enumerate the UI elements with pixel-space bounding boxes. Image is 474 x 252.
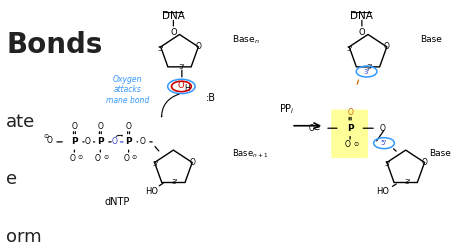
- Text: O: O: [98, 122, 103, 131]
- Text: O: O: [384, 42, 390, 51]
- Text: e: e: [6, 171, 17, 188]
- Text: 3': 3': [367, 64, 373, 70]
- Text: :B: :B: [206, 93, 216, 103]
- Text: O: O: [84, 137, 91, 146]
- Text: O: O: [421, 158, 428, 167]
- Text: ⊙: ⊙: [103, 155, 109, 160]
- Text: orm: orm: [6, 228, 42, 246]
- Text: O: O: [177, 81, 184, 90]
- Text: H: H: [184, 84, 190, 93]
- Text: O=: O=: [308, 124, 320, 133]
- Text: 3': 3': [172, 179, 178, 185]
- Text: 3': 3': [364, 69, 370, 75]
- Text: ⊙: ⊙: [44, 134, 49, 139]
- Text: O: O: [126, 122, 132, 131]
- Text: 5': 5': [381, 140, 387, 146]
- Text: O: O: [123, 153, 129, 163]
- Text: O: O: [72, 122, 77, 131]
- Text: O: O: [345, 140, 351, 149]
- Text: dNTP: dNTP: [104, 197, 129, 207]
- FancyArrowPatch shape: [161, 94, 179, 117]
- Text: DNA: DNA: [162, 11, 185, 21]
- Text: P: P: [71, 137, 78, 146]
- Text: PP$_i$: PP$_i$: [279, 103, 294, 116]
- Text: ate: ate: [6, 113, 36, 131]
- Text: O: O: [111, 137, 118, 146]
- Text: 3': 3': [404, 179, 411, 185]
- Text: O: O: [47, 136, 53, 145]
- Text: O: O: [140, 137, 146, 146]
- Text: DNA: DNA: [350, 11, 374, 21]
- Text: 5': 5': [152, 161, 159, 167]
- Text: O: O: [69, 153, 75, 163]
- Text: O: O: [358, 28, 365, 37]
- Text: P: P: [97, 137, 104, 146]
- Text: P: P: [347, 124, 354, 133]
- Text: O: O: [189, 158, 195, 167]
- Text: O: O: [379, 124, 385, 133]
- Text: O: O: [195, 42, 201, 51]
- Text: O: O: [95, 153, 101, 163]
- Text: Bonds: Bonds: [6, 31, 102, 59]
- FancyArrowPatch shape: [116, 135, 122, 136]
- Text: 5': 5': [346, 46, 352, 52]
- Text: HO: HO: [376, 187, 390, 196]
- Text: O: O: [170, 28, 177, 37]
- Text: ⊙: ⊙: [132, 155, 137, 160]
- Text: Base$_{n+1}$: Base$_{n+1}$: [232, 147, 269, 160]
- Text: 5': 5': [385, 161, 391, 167]
- Text: Base: Base: [429, 149, 451, 158]
- Text: ⊙: ⊙: [77, 155, 82, 160]
- Text: Base$_n$: Base$_n$: [232, 34, 260, 46]
- Text: O: O: [347, 108, 353, 117]
- FancyBboxPatch shape: [331, 110, 368, 158]
- Text: Base: Base: [420, 36, 442, 44]
- Text: Oxygen
attacks
mane bond: Oxygen attacks mane bond: [106, 75, 149, 105]
- Text: 5': 5': [157, 46, 164, 52]
- Text: 3': 3': [178, 64, 184, 70]
- Text: HO: HO: [145, 187, 158, 196]
- Text: P: P: [125, 137, 132, 146]
- Text: ⊙: ⊙: [354, 142, 359, 147]
